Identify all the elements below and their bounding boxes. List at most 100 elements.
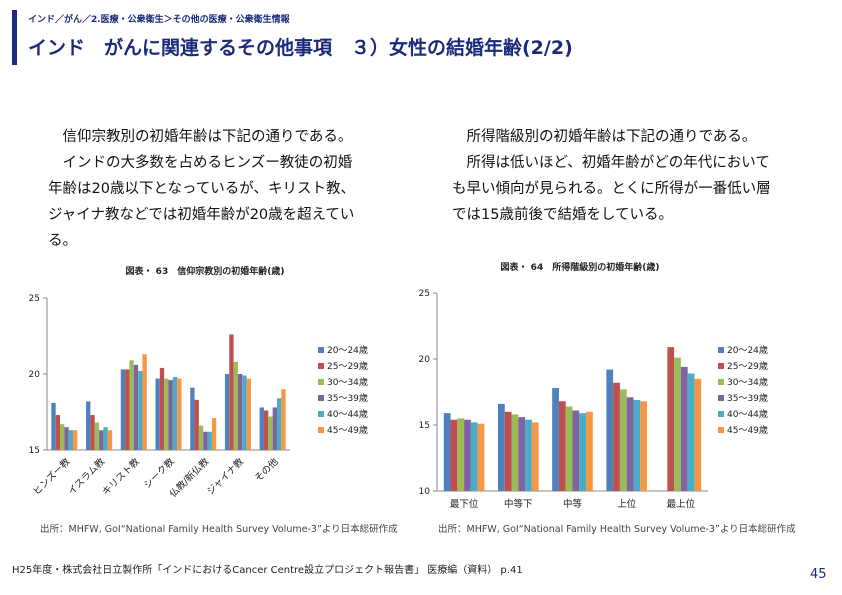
- x-tick-label: シーク教: [141, 455, 177, 491]
- legend-swatch: [718, 363, 724, 369]
- citation: H25年度・株式会社日立製作所「インドにおけるCancer Centre設立プロ…: [12, 565, 523, 576]
- x-tick-label: 最下位: [450, 498, 479, 510]
- bar: [619, 389, 627, 491]
- bar: [246, 378, 251, 450]
- bar: [667, 347, 675, 491]
- bar: [224, 374, 230, 450]
- legend-label: 35～39歳: [727, 392, 768, 404]
- bar: [55, 415, 61, 450]
- bar: [497, 403, 505, 491]
- bar: [211, 418, 217, 450]
- bar: [552, 388, 559, 491]
- bar: [511, 414, 519, 491]
- bar: [626, 397, 634, 491]
- legend-label: 40～44歳: [327, 408, 368, 420]
- legend-swatch: [718, 347, 724, 353]
- bar: [60, 424, 65, 450]
- bar: [268, 416, 273, 450]
- chart-title: 図表・ 63 信仰宗教別の初婚年齢(歳): [126, 265, 285, 277]
- bar: [477, 423, 485, 491]
- bar: [86, 401, 91, 450]
- legend-label: 20～24歳: [327, 344, 368, 356]
- y-tick-label: 15: [419, 421, 430, 431]
- breadcrumb: インド／がん／2.医療・公衆衛生＞その他の医療・公衆衛生情報: [28, 15, 290, 25]
- bar: [687, 373, 695, 491]
- bar: [51, 402, 56, 450]
- bar: [674, 357, 681, 491]
- bar: [565, 406, 573, 491]
- legend-label: 45～49歳: [327, 424, 368, 436]
- legend-swatch: [718, 411, 724, 417]
- paragraph: 信仰宗教別の初婚年齢は下記の通りである。: [62, 129, 353, 145]
- bar: [525, 419, 532, 491]
- bar: [133, 364, 139, 450]
- bar: [558, 401, 566, 491]
- y-tick-label: 25: [29, 294, 40, 304]
- bar: [125, 369, 130, 450]
- bar: [470, 422, 478, 491]
- bar: [203, 431, 208, 450]
- legend-swatch: [318, 363, 324, 369]
- y-tick-label: 15: [29, 446, 40, 456]
- bar: [207, 431, 212, 450]
- paragraph: 所得階級別の初婚年齢は下記の通りである。: [466, 129, 757, 145]
- bar: [129, 360, 134, 450]
- bar: [99, 430, 104, 450]
- bar: [613, 382, 620, 491]
- bar: [177, 378, 182, 450]
- bar: [90, 415, 95, 450]
- title: インド がんに関連するその他事項 ３）女性の結婚年齢(2/2): [28, 37, 573, 59]
- x-tick-label: 最上位: [667, 498, 696, 510]
- legend-swatch: [318, 347, 324, 353]
- bar: [233, 361, 238, 450]
- legend-label: 30～34歳: [727, 376, 768, 388]
- bar: [103, 427, 108, 450]
- y-tick-label: 10: [419, 487, 431, 497]
- bar: [464, 419, 471, 491]
- bar: [68, 430, 74, 450]
- bar: [518, 417, 526, 491]
- bar: [142, 354, 147, 450]
- bar: [237, 374, 243, 450]
- bar: [159, 367, 165, 450]
- bar: [457, 418, 465, 491]
- bar: [579, 413, 587, 491]
- bar: [94, 422, 100, 450]
- bar: [168, 380, 173, 450]
- paragraph: インドの大多数を占めるヒンズー教徒の初婚年齢は20歳以下となっているが、キリスト…: [48, 155, 355, 249]
- page-number: 45: [810, 567, 827, 582]
- legend-label: 40～44歳: [727, 408, 768, 420]
- y-tick-label: 25: [419, 289, 430, 299]
- paragraph: 所得は低いほど、初婚年齢がどの年代においても早い傾向が見られる。とくに所得が一番…: [452, 155, 771, 223]
- x-tick-label: キリスト教: [100, 455, 142, 497]
- bar: [680, 366, 688, 491]
- legend-label: 45～49歳: [727, 424, 768, 436]
- bar: [504, 411, 512, 491]
- bar: [443, 413, 451, 491]
- bar: [586, 411, 593, 491]
- bar: [64, 427, 69, 450]
- bar: [164, 378, 169, 450]
- legend-label: 35～39歳: [327, 392, 368, 404]
- x-tick-label: ジャイナ教: [204, 455, 246, 497]
- left-text: 信仰宗教別の初婚年齢は下記の通りである。 インドの大多数を占めるヒンズー教徒の初…: [48, 124, 366, 254]
- bar: [194, 399, 199, 450]
- bar: [633, 399, 641, 491]
- legend-swatch: [718, 395, 724, 401]
- title-bar: [12, 10, 17, 65]
- right-text: 所得階級別の初婚年齢は下記の通りである。 所得は低いほど、初婚年齢がどの年代にお…: [452, 124, 772, 228]
- bar: [263, 410, 269, 450]
- bar: [531, 422, 539, 491]
- bar: [229, 334, 234, 450]
- legend-swatch: [318, 379, 324, 385]
- source: 出所：MHFW, GoI“National Family Health Surv…: [438, 523, 796, 535]
- legend-swatch: [718, 427, 724, 433]
- x-tick-label: 中等下: [504, 498, 533, 510]
- bar: [198, 425, 204, 450]
- x-tick-label: 上位: [617, 498, 637, 510]
- bar: [73, 430, 78, 450]
- bar: [276, 398, 282, 450]
- y-tick-label: 20: [29, 370, 41, 380]
